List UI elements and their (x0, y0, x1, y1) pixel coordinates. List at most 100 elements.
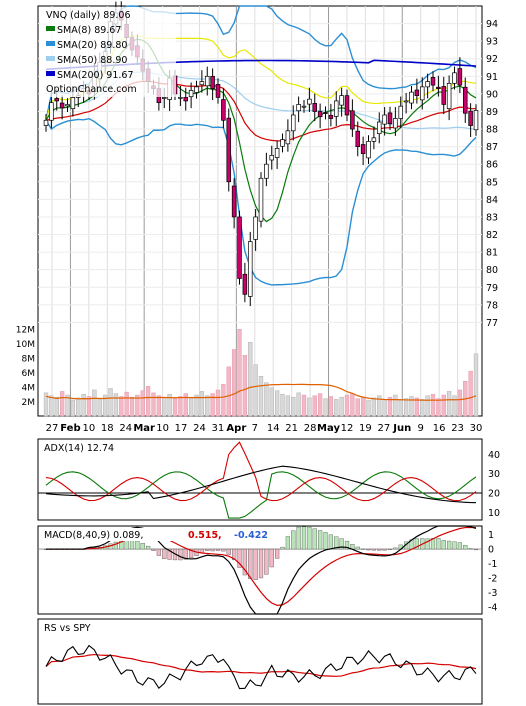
macd-histogram-bar (183, 548, 188, 560)
volume-bar (441, 394, 446, 417)
candle-body (199, 81, 205, 86)
volume-bar (398, 399, 403, 417)
x-tick-label: 24 (119, 423, 132, 434)
macd-histogram-bar (253, 548, 258, 580)
x-tick-label: 27 (46, 423, 59, 434)
volume-bar (178, 396, 183, 417)
volume-bar (59, 391, 65, 417)
price-tick-label: 91 (486, 72, 498, 83)
macd-histogram-bar (205, 548, 210, 551)
volume-bar (307, 397, 312, 417)
volume-bar (92, 389, 97, 417)
volume-bar (188, 397, 194, 417)
volume-bar (194, 394, 199, 417)
volume-bar (156, 395, 162, 417)
volume-bar (54, 396, 59, 417)
volume-bar (446, 391, 452, 417)
volume-bar (317, 393, 323, 417)
volume-bar (65, 394, 70, 417)
macd-histogram-bar (328, 534, 333, 550)
candle-body (446, 82, 452, 110)
volume-bar (312, 395, 317, 417)
macd-histogram-bar (291, 530, 296, 550)
volume-tick-label: 12M (16, 326, 35, 336)
macd-histogram-bar (334, 536, 339, 550)
bollinger-lower-line (45, 117, 477, 286)
volume-tick-label: 6M (22, 369, 36, 379)
candle-body (344, 95, 350, 116)
volume-bar (473, 353, 479, 417)
candle-body (226, 117, 232, 183)
x-tick-label: 16 (433, 423, 446, 434)
candle-body (355, 130, 361, 147)
volume-bar (97, 398, 102, 417)
x-tick-label: 18 (101, 423, 114, 434)
volume-bar (231, 349, 237, 417)
price-tick-label: 86 (486, 160, 498, 171)
volume-bar (393, 394, 398, 417)
candle-body (215, 84, 221, 98)
macd-histogram-bar (463, 545, 468, 550)
volume-bar (360, 396, 366, 417)
candle-body (328, 114, 334, 119)
volume-bar (258, 375, 264, 417)
volume-bar (253, 364, 258, 417)
candle-body (473, 110, 479, 131)
volume-bar (49, 395, 54, 417)
macd-histogram-bar (167, 548, 172, 560)
candle-body (323, 112, 328, 114)
volume-bar (403, 398, 409, 417)
candle-body (161, 97, 167, 99)
adx-tick-label: 40 (488, 450, 500, 461)
price-tick-label: 87 (486, 142, 498, 153)
volume-bar (81, 394, 86, 417)
rs-label-background (40, 621, 110, 634)
candle-body (43, 119, 49, 126)
volume-bar (199, 391, 205, 417)
legend-swatch (46, 41, 55, 46)
legend-entry: VNQ (daily) 89.06 (46, 10, 130, 21)
adx-panel: 10 20 30 40 ADX(14) 12.74 (37, 438, 500, 521)
price-tick-label: 77 (486, 318, 498, 329)
candle-body (301, 105, 307, 108)
macd-histogram-bar (355, 546, 360, 550)
price-tick-label: 79 (486, 283, 498, 294)
candle-body (398, 105, 404, 119)
macd-histogram-bar (151, 548, 156, 551)
volume-tick-label: 2M (22, 398, 36, 408)
macd-histogram-bar (468, 548, 473, 550)
candle-body (457, 68, 463, 86)
macd-tick-label: -1 (488, 559, 497, 570)
x-tick-label: Mar (133, 423, 155, 434)
volume-bar (119, 396, 124, 417)
volume-bar (377, 395, 382, 417)
volume-bar (269, 387, 274, 417)
candle-body (188, 90, 194, 98)
candle-body (274, 148, 280, 158)
macd-histogram-bar (307, 526, 312, 550)
macd-histogram-bar (382, 548, 387, 551)
price-tick-label: 81 (486, 248, 498, 259)
x-tick-label: 10 (83, 423, 96, 434)
candle-body (65, 104, 70, 107)
candle-body (183, 97, 189, 102)
macd-histogram-bar (146, 545, 151, 550)
macd-histogram-bar (237, 548, 242, 568)
macd-histogram-bar (361, 548, 366, 550)
volume-bar (285, 395, 291, 417)
x-tick-label: 28 (304, 423, 317, 434)
macd-histogram-bar (162, 548, 167, 560)
volume-bar (452, 395, 457, 417)
volume-bar (113, 393, 119, 417)
macd-histogram-bar (178, 548, 183, 561)
candle-body (237, 216, 242, 279)
macd-tick-label: 1 (488, 530, 494, 541)
candle-body (317, 111, 323, 118)
macd-histogram-bar (258, 548, 264, 579)
volume-bar (129, 396, 135, 417)
volume-bar (355, 398, 360, 417)
macd-histogram-bar (414, 538, 419, 550)
candle-body (382, 114, 387, 125)
volume-bar (145, 386, 151, 417)
